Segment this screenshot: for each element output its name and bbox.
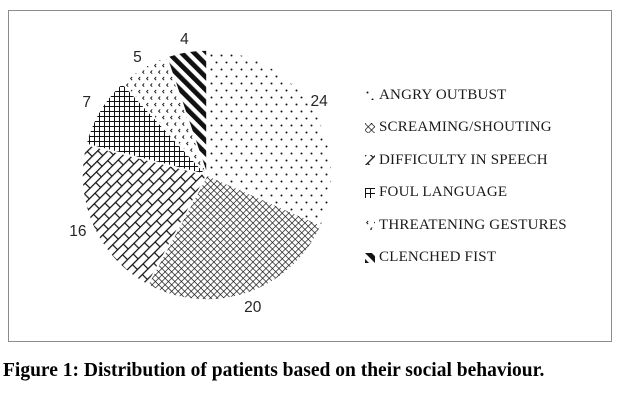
pie-chart: [81, 49, 333, 301]
legend-label: DIFFICULTY IN SPEECH: [379, 151, 548, 168]
pie-value-label: 24: [310, 92, 328, 110]
legend-item: SCREAMING/SHOUTING: [365, 112, 567, 145]
pie-slices-group: [81, 49, 333, 301]
pie-slice-difficulty-in-speech: [81, 143, 209, 287]
pie-value-label: 4: [180, 30, 189, 48]
legend-item: ANGRY OUTBUST: [365, 79, 567, 112]
legend-item: FOUL LANGUAGE: [365, 177, 567, 210]
legend-label: THREATENING GESTURES: [379, 216, 567, 233]
legend-item: CLENCHED FIST: [365, 242, 567, 275]
legend-item: THREATENING GESTURES: [365, 209, 567, 242]
sparse-dots-pattern-icon: [365, 90, 375, 101]
pie-slice-angry-outbust: [206, 49, 333, 227]
small-grid-pattern-icon: [365, 187, 375, 198]
legend-label: CLENCHED FIST: [379, 249, 497, 266]
pie-value-label: 16: [69, 222, 87, 240]
pie-slice-clenched-fist: [165, 49, 208, 176]
legend-label: ANGRY OUTBUST: [379, 86, 507, 103]
legend: ANGRY OUTBUST SCREAMING/SHOUTING DIFFICU…: [365, 79, 567, 274]
dense-diamond-net-pattern-icon: [365, 122, 375, 133]
legend-label: FOUL LANGUAGE: [379, 184, 508, 201]
figure-caption: Figure 1: Distribution of patients based…: [3, 360, 545, 381]
pie-value-label: 5: [133, 49, 142, 67]
chart-area: 24 20 16 7 5 4 ANGRY OUTBUST SCREAMING/S…: [8, 10, 612, 342]
bold-diagonal-stripes-pattern-icon: [365, 252, 375, 263]
pie-value-label: 7: [82, 94, 92, 112]
pie-slice-screaming-shouting: [146, 173, 323, 301]
pie-value-label: 20: [244, 299, 262, 317]
legend-label: SCREAMING/SHOUTING: [379, 119, 552, 136]
light-chevron-marks-pattern-icon: [365, 220, 375, 231]
legend-item: DIFFICULTY IN SPEECH: [365, 144, 567, 177]
diagonal-brick-pattern-icon: [365, 155, 375, 166]
